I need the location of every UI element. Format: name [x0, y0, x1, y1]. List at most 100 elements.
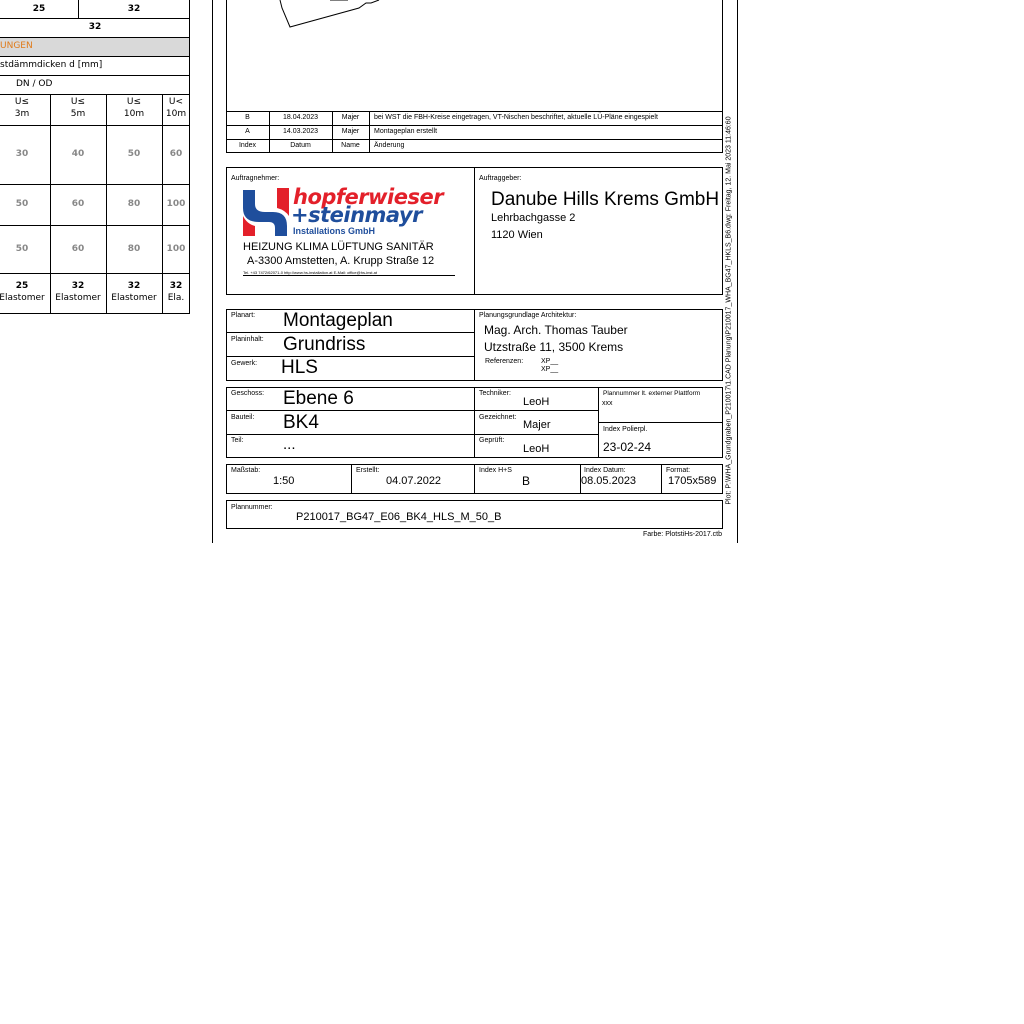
plan-number-value: P210017_BG47_E06_BK4_HLS_M_50_B: [296, 511, 502, 523]
table-cell: 30: [15, 149, 29, 159]
geschoss-label: Geschoss:: [231, 390, 265, 397]
references-label: Referenzen:: [485, 358, 524, 365]
techniker-label: Techniker:: [479, 390, 511, 397]
techniker-value: LeoH: [523, 396, 550, 408]
massstab-value: 1:50: [273, 475, 295, 487]
table-cell: 100: [166, 244, 186, 254]
top-cell-1: 25: [32, 4, 46, 14]
plan-number-label: Plannummer:: [231, 504, 273, 511]
plot-stamp: Plot: P:\WHA_Grundgraben_P210017\1.CAD P…: [725, 116, 733, 505]
footer-cell: 32: [127, 281, 141, 291]
contractor-contact: Tel. +43 7472/62071-0 http://www.hs-inst…: [243, 270, 455, 276]
revision-header-change: Änderung: [374, 142, 405, 149]
thickness-label: stdämmdicken d [mm]: [0, 60, 103, 70]
col-header: U≤: [70, 97, 86, 107]
external-plan-number-label: Plannummer lt. externer Plattform: [603, 390, 701, 397]
company-logo-mark: [243, 188, 289, 236]
col-header: 3m: [14, 109, 30, 119]
row2-cell: 32: [88, 22, 102, 32]
architect-label: Planungsgrundlage Architektur:: [479, 312, 577, 319]
top-cell-2: 32: [127, 4, 141, 14]
col-header: 10m: [165, 109, 187, 119]
plan-number-block: [226, 500, 723, 529]
col-header: 5m: [70, 109, 86, 119]
format-value: 1705x589: [668, 475, 717, 487]
reference-2: XP__: [541, 366, 559, 373]
logo-text-installations: Installations GmbH: [293, 226, 376, 236]
client-name: Danube Hills Krems GmbH: [491, 189, 720, 210]
revision-name: Majer: [341, 128, 360, 135]
external-plan-number-value: xxx: [602, 400, 613, 407]
erstellt-label: Erstellt:: [356, 467, 380, 474]
section-header: UNGEN: [0, 41, 33, 51]
revision-header-index: Index: [238, 142, 257, 149]
contractor-address: A-3300 Amstetten, A. Krupp Straße 12: [247, 255, 435, 267]
gewerk-label: Gewerk:: [231, 360, 258, 367]
gewerk-value: HLS: [281, 357, 318, 378]
planart-value: Montageplan: [283, 310, 393, 331]
footer-cell: Ela.: [167, 293, 185, 303]
table-cell: 40: [71, 149, 85, 159]
architect-address: Utzstraße 11, 3500 Krems: [484, 340, 624, 354]
revision-change: bei WST die FBH-Kreise eingetragen, VT-N…: [374, 114, 658, 121]
geprueft-value: LeoH: [523, 443, 550, 455]
contractor-label: Auftragnehmer:: [231, 175, 280, 182]
teil-label: Teil:: [231, 437, 244, 444]
col-header: 10m: [123, 109, 145, 119]
sheet-border-right: [737, 0, 738, 543]
sheet-border-left: [212, 0, 213, 543]
footer-cell: Elastomer: [0, 293, 45, 303]
revision-index: A: [245, 128, 250, 135]
teil-value: ...: [283, 436, 296, 453]
revision-header-date: Datum: [290, 142, 311, 149]
revision-date: 18.04.2023: [282, 114, 319, 121]
col-header: U<: [168, 97, 184, 107]
footer-cell: 32: [71, 281, 85, 291]
footer-cell: Elastomer: [55, 293, 101, 303]
footer-cell: 32: [169, 281, 183, 291]
planinhalt-value: Grundriss: [283, 334, 366, 355]
contractor-trades: HEIZUNG KLIMA LÜFTUNG SANITÄR: [243, 241, 434, 253]
index-label: Index H+S: [479, 467, 512, 474]
client-label: Auftraggeber:: [479, 175, 522, 182]
dn-label: DN / OD: [16, 79, 53, 89]
planinhalt-label: Planinhalt:: [231, 336, 264, 343]
table-cell: 50: [15, 199, 29, 209]
client-city: 1120 Wien: [491, 229, 543, 241]
architect-name: Mag. Arch. Thomas Tauber: [484, 323, 628, 337]
bauteil-value: BK4: [283, 412, 319, 433]
revision-index: B: [245, 114, 250, 121]
revision-name: Majer: [341, 114, 360, 121]
logo-text-hopferwieser: hopferwieser: [293, 185, 444, 209]
gezeichnet-value: Majer: [523, 419, 551, 431]
planart-label: Planart:: [231, 312, 256, 319]
polier-index-label: Index Polierpl.: [603, 426, 648, 433]
footer-cell: 25: [15, 281, 29, 291]
erstellt-value: 04.07.2022: [386, 475, 442, 487]
floorplan-fragment: [279, 0, 380, 28]
massstab-label: Maßstab:: [231, 467, 261, 474]
table-cell: 100: [166, 199, 186, 209]
logo-text-steinmayr: +steinmayr: [291, 203, 422, 227]
index-value: B: [522, 474, 531, 488]
table-cell: 80: [127, 199, 141, 209]
table-cell: 50: [15, 244, 29, 254]
gezeichnet-label: Gezeichnet:: [479, 414, 517, 421]
format-label: Format:: [666, 467, 691, 474]
table-cell: 60: [71, 244, 85, 254]
plot-style: Farbe: PlotstiHs-2017.ctb: [643, 531, 722, 538]
polier-index-value: 23-02-24: [603, 440, 652, 454]
table-cell: 50: [127, 149, 141, 159]
bauteil-label: Bauteil:: [231, 414, 255, 421]
revision-header-name: Name: [341, 142, 360, 149]
col-header: U≤: [126, 97, 142, 107]
revision-date: 14.03.2023: [282, 128, 319, 135]
col-header: U≤: [14, 97, 30, 107]
index-date-label: Index Datum:: [584, 467, 626, 474]
client-street: Lehrbachgasse 2: [491, 212, 576, 224]
index-date-value: 08.05.2023: [581, 475, 637, 487]
footer-cell: Elastomer: [111, 293, 157, 303]
revision-change: Montageplan erstellt: [374, 128, 438, 135]
geschoss-value: Ebene 6: [283, 388, 354, 409]
reference-1: XP__: [541, 358, 559, 365]
